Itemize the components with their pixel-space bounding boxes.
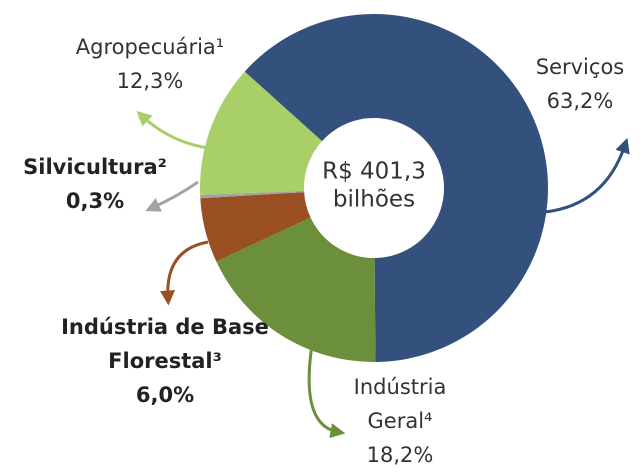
slice (216, 217, 376, 362)
category-name: Agropecuária¹ (75, 35, 225, 59)
value-label: 63,2% (546, 89, 614, 113)
category-name: Serviços (535, 55, 625, 79)
slice-label: Silvicultura² 0,3% (5, 150, 185, 218)
center-label: R$ 401,3 (322, 159, 426, 185)
arrow (160, 240, 209, 306)
slices (199, 14, 548, 362)
category-name: Indústria Geral⁴ (353, 375, 447, 433)
value-label: 12,3% (116, 69, 184, 93)
slice-label: Indústria de Base Florestal³ 6,0% (50, 310, 280, 412)
slice-label: Agropecuária¹ 12,3% (50, 30, 250, 98)
value-label: 0,3% (65, 189, 125, 213)
arrow (136, 110, 209, 150)
arrow (544, 137, 630, 214)
value-label: 6,0% (135, 383, 195, 407)
slice (200, 190, 305, 199)
arrow (145, 180, 199, 212)
category-name: Indústria de Base Florestal³ (61, 315, 269, 373)
center-label: bilhões (333, 187, 415, 213)
arrows (136, 110, 630, 439)
category-name: Silvicultura² (23, 155, 167, 179)
arrow (307, 344, 346, 439)
slice (199, 71, 322, 195)
slice (200, 192, 311, 262)
slice-label: Indústria Geral⁴ 18,2% (320, 370, 480, 472)
slice (244, 14, 548, 362)
value-label: 18,2% (366, 443, 434, 467)
slice-label: Serviços 63,2% (500, 50, 642, 118)
